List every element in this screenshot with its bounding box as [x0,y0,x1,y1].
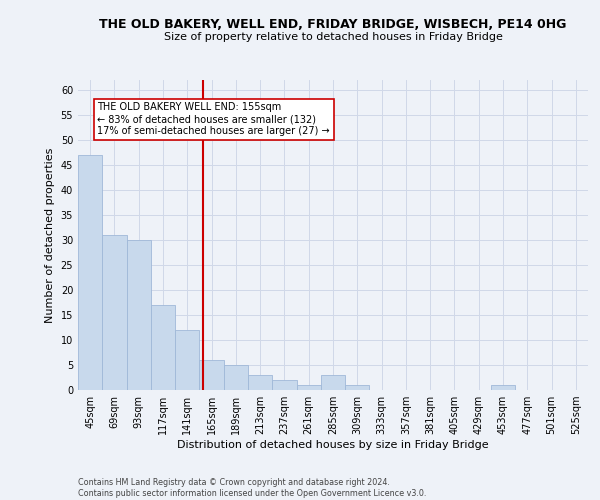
Bar [127,240,151,390]
Bar [102,235,127,390]
Bar [491,385,515,390]
Y-axis label: Number of detached properties: Number of detached properties [45,148,55,322]
Text: THE OLD BAKERY, WELL END, FRIDAY BRIDGE, WISBECH, PE14 0HG: THE OLD BAKERY, WELL END, FRIDAY BRIDGE,… [100,18,566,30]
Text: Size of property relative to detached houses in Friday Bridge: Size of property relative to detached ho… [164,32,502,42]
Bar [321,375,345,390]
Text: Contains HM Land Registry data © Crown copyright and database right 2024.
Contai: Contains HM Land Registry data © Crown c… [78,478,427,498]
Bar [78,155,102,390]
Text: THE OLD BAKERY WELL END: 155sqm
← 83% of detached houses are smaller (132)
17% o: THE OLD BAKERY WELL END: 155sqm ← 83% of… [97,102,330,136]
Bar [296,385,321,390]
Bar [175,330,199,390]
Bar [151,305,175,390]
Bar [224,365,248,390]
Bar [199,360,224,390]
X-axis label: Distribution of detached houses by size in Friday Bridge: Distribution of detached houses by size … [177,440,489,450]
Bar [272,380,296,390]
Bar [345,385,370,390]
Bar [248,375,272,390]
